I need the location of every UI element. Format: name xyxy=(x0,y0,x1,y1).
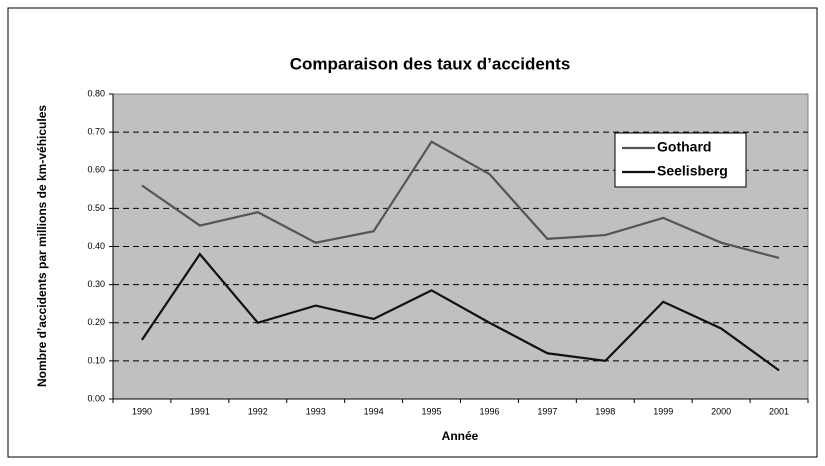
x-tick-label: 1998 xyxy=(595,406,615,416)
x-tick-label: 1999 xyxy=(653,406,673,416)
x-tick-label: 1994 xyxy=(364,406,384,416)
y-axis-label: Nombre d’accidents par millions de km-vé… xyxy=(35,104,49,388)
x-tick-label: 1991 xyxy=(190,406,210,416)
x-tick-label: 1993 xyxy=(306,406,326,416)
x-tick-label: 2001 xyxy=(769,406,789,416)
x-tick-label: 1992 xyxy=(248,406,268,416)
series-line xyxy=(141,140,780,260)
legend-label: Seelisberg xyxy=(657,163,728,179)
y-tick-label: 0.80 xyxy=(87,88,105,98)
x-tick-label: 1990 xyxy=(132,406,152,416)
y-tick-label: 0.40 xyxy=(87,241,105,251)
y-tick-label: 0.70 xyxy=(87,127,105,137)
y-tick-label: 0.20 xyxy=(87,317,105,327)
x-tick-label: 1996 xyxy=(479,406,499,416)
y-tick-label: 0.10 xyxy=(87,355,105,365)
x-tick-label: 2000 xyxy=(711,406,731,416)
x-tick-label: 1997 xyxy=(537,406,557,416)
legend-box xyxy=(614,132,747,188)
legend-label: Gothard xyxy=(657,139,711,155)
y-tick-label: 0.00 xyxy=(87,393,105,403)
series-line xyxy=(141,252,780,372)
x-axis-label: Année xyxy=(442,429,479,443)
y-tick-label: 0.30 xyxy=(87,279,105,289)
y-tick-label: 0.60 xyxy=(87,165,105,175)
x-tick-label: 1995 xyxy=(422,406,442,416)
y-tick-label: 0.50 xyxy=(87,203,105,213)
chart-title: Comparaison des taux d’accidents xyxy=(290,54,571,73)
